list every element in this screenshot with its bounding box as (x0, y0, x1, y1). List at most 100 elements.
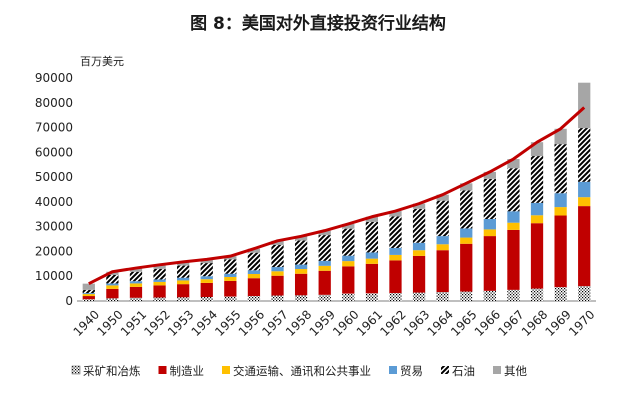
legend-label-0: 采矿和冶炼 (83, 364, 141, 378)
bar-segment-2-1958 (294, 269, 308, 274)
x-tick-label: 1956 (236, 307, 267, 338)
bar-segment-3-1963 (412, 242, 426, 251)
y-axis: 0 10000 20000 30000 40000 50000 60000 70000 8000… (35, 71, 596, 308)
unit-label: 百万美元 (80, 55, 124, 68)
bar-segment-0-1959 (318, 294, 331, 301)
bar-segment-0-1955 (224, 296, 237, 301)
bar-segment-1-1953 (177, 284, 190, 298)
bar-segment-5-1960 (342, 223, 355, 229)
legend-swatch-4 (441, 366, 449, 374)
bar-segment-3-1953 (177, 277, 190, 281)
bar-segment-3-1957 (271, 267, 284, 272)
bar-segment-1-1954 (200, 282, 213, 298)
bar-segment-5-1966 (483, 171, 496, 179)
bar-segment-0-1963 (412, 292, 426, 301)
bar-segment-1-1967 (507, 229, 520, 290)
bar-segment-1-1963 (412, 255, 426, 293)
bar-segment-3-1959 (318, 260, 331, 266)
bar-segment-4-1962 (389, 216, 402, 248)
bar-segment-5-1959 (318, 230, 331, 236)
bar-segment-4-1961 (365, 221, 379, 253)
bar-segment-4-1964 (436, 200, 449, 237)
bar-segment-0-1954 (200, 297, 213, 301)
y-tick-label: 30000 (35, 220, 73, 234)
bar-segment-3-1967 (507, 211, 520, 223)
x-tick-label: 1960 (330, 307, 361, 338)
bar-segment-3-1952 (153, 279, 166, 282)
bar-segment-5-1957 (271, 240, 284, 246)
x-tick-label: 1952 (141, 307, 172, 338)
bar-segment-5-1958 (294, 236, 308, 241)
bar-segment-0-1970 (578, 286, 591, 301)
bar-segment-4-1950 (106, 274, 119, 284)
bar-segment-5-1967 (507, 159, 520, 169)
x-tick-label: 1963 (401, 307, 432, 338)
bar-segment-1-1952 (153, 285, 166, 298)
bar-segment-2-1963 (412, 250, 426, 256)
bar-segment-5-1963 (412, 203, 426, 209)
bar-segment-4-1959 (318, 235, 331, 261)
legend-label-3: 贸易 (400, 364, 423, 378)
x-tick-label: 1965 (448, 307, 479, 338)
bar-segment-0-1957 (271, 295, 284, 301)
bar-segment-3-1951 (129, 281, 143, 284)
legend-swatch-2 (222, 366, 230, 374)
y-tick-label: 60000 (35, 145, 73, 159)
bar-segment-5-1951 (129, 268, 143, 272)
bar-segment-2-1964 (436, 244, 449, 251)
bar-segment-5-1940 (82, 283, 95, 290)
bar-segment-1-1964 (436, 250, 449, 293)
bar-segment-2-1955 (224, 276, 237, 281)
bar-segment-2-1957 (271, 271, 284, 276)
bar-segment-1-1966 (483, 236, 496, 291)
bar-segment-3-1965 (460, 228, 473, 238)
x-tick-label: 1940 (71, 307, 102, 338)
bar-segment-2-1956 (247, 273, 261, 279)
bar-segment-0-1960 (342, 293, 355, 301)
bar-segment-0-1966 (483, 290, 496, 301)
bar-segment-2-1950 (106, 285, 119, 289)
bar-segment-1-1940 (82, 296, 95, 300)
y-tick-label: 0 (65, 294, 73, 308)
bar-segment-5-1955 (224, 256, 237, 260)
x-tick-label: 1966 (472, 307, 503, 338)
bar-segment-4-1965 (460, 190, 473, 229)
bar-segment-3-1969 (554, 193, 567, 208)
bar-segment-3-1956 (247, 270, 261, 274)
bar-segment-3-1950 (106, 283, 119, 286)
bar-segment-0-1961 (365, 293, 379, 301)
legend: 采矿和冶炼 制造业 交通运输、通讯和公共事业 贸易 石油 其他 (71, 364, 527, 378)
x-tick-label: 1950 (94, 307, 125, 338)
legend-label-5: 其他 (504, 364, 527, 378)
bar-segment-3-1955 (224, 273, 237, 277)
bar-segment-0-1953 (177, 297, 190, 301)
bar-segment-0-1956 (247, 296, 261, 301)
bar-segment-0-1967 (507, 289, 520, 301)
bar-segment-0-1962 (389, 293, 402, 301)
bar-segment-1-1965 (460, 243, 473, 292)
bar-segment-4-1955 (224, 259, 237, 274)
chart-title: 图 8：美国对外直接投资行业结构 (190, 13, 446, 34)
x-tick-label: 1968 (519, 307, 550, 338)
bar-segment-0-1965 (460, 291, 473, 301)
y-tick-label: 90000 (35, 71, 73, 85)
bar-segment-2-1966 (483, 229, 496, 237)
bar-segment-4-1940 (82, 289, 95, 294)
bar-segment-2-1965 (460, 237, 473, 244)
bar-segment-4-1969 (554, 144, 567, 194)
bar-segment-3-1964 (436, 236, 449, 245)
bar-segment-5-1952 (153, 264, 166, 269)
bar-segment-5-1961 (365, 216, 379, 222)
bar-segment-3-1940 (82, 293, 95, 295)
total-line (88, 106, 586, 285)
x-tick-label: 1970 (566, 307, 597, 338)
x-tick-label: 1969 (542, 307, 573, 338)
bar-segment-4-1953 (177, 265, 190, 278)
bar-segment-1-1956 (247, 278, 261, 297)
bar-segment-4-1956 (247, 252, 261, 271)
bar-segment-0-1958 (294, 295, 308, 301)
x-tick-label: 1954 (189, 307, 220, 338)
bar-segment-3-1960 (342, 255, 355, 262)
bar-segment-5-1954 (200, 259, 213, 264)
bar-segment-2-1961 (365, 258, 379, 264)
